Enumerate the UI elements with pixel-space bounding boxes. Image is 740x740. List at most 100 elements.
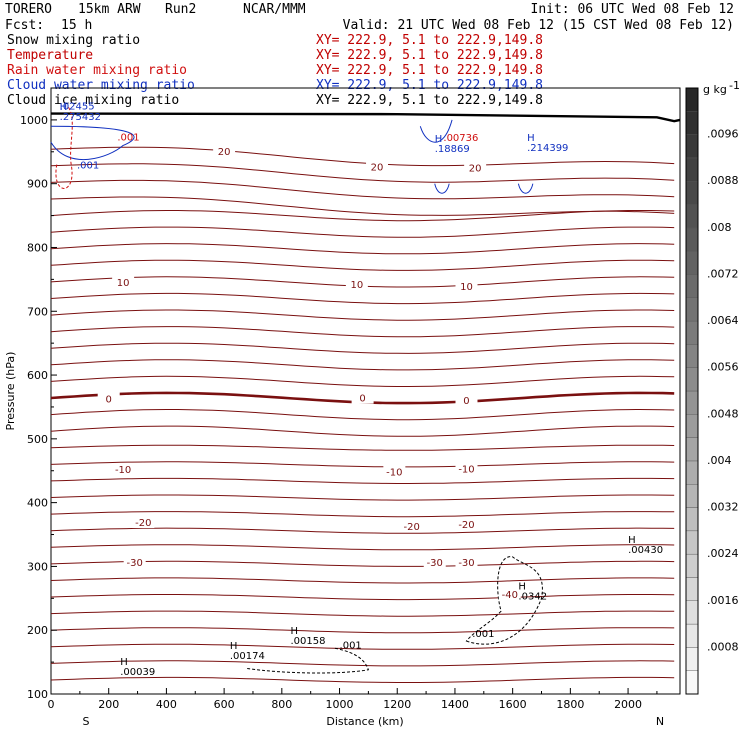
x-tick-label: 1000: [326, 698, 354, 711]
colorbar-bin: [685, 250, 699, 275]
isotherm-line: [50, 359, 675, 371]
y-tick-label: 200: [27, 624, 48, 637]
temperature-label-bg: [455, 280, 478, 293]
temperature-label: -20: [403, 522, 419, 533]
temperature-label-bg: [455, 517, 478, 530]
colorbar-bin: [685, 320, 699, 345]
isotherm-line: [50, 461, 675, 468]
y-tick-label: 500: [27, 433, 48, 446]
isotherm-line: [50, 560, 675, 567]
isotherm-line: [50, 342, 675, 354]
colorbar-bin: [685, 530, 699, 555]
isotherm-line: [50, 292, 675, 305]
y-tick-label: 700: [27, 305, 48, 318]
colorbar-bin: [685, 157, 699, 182]
cloud-water-contour: [517, 183, 534, 194]
temperature-label-bg: [97, 392, 120, 405]
temperature-label: 0: [106, 394, 112, 405]
isotherm-line: [50, 375, 675, 387]
y-axis-label: Pressure (hPa): [4, 352, 17, 431]
isotherm-line: [50, 210, 675, 222]
temperature-label: -20: [135, 518, 151, 529]
field-xy-snow: XY= 222.9, 5.1 to 222.9,149.8: [316, 33, 543, 48]
temperature-label-bg: [455, 462, 478, 475]
colorbar-bin: [685, 204, 699, 229]
extremum-value: .00174: [230, 651, 265, 662]
extremum-value: .275432: [60, 112, 101, 123]
temperature-label-bg: [383, 465, 406, 478]
isotherm-line: [50, 309, 675, 321]
colorbar-label: .0096: [707, 128, 739, 141]
extremum-value: .001: [77, 160, 99, 171]
colorbar-label: .0056: [707, 361, 739, 374]
temperature-label: -30: [427, 558, 443, 569]
colorbar-bin: [685, 670, 699, 695]
y-axis: 100 200 300 400 500 600 700 800 900 1000: [20, 114, 57, 701]
temperature-label: 10: [460, 282, 473, 293]
y-tick-label: 100: [27, 688, 48, 701]
colorbar-bin: [685, 414, 699, 438]
isotherm-line: [50, 477, 675, 484]
x-axis-label: Distance (km): [326, 715, 403, 728]
x-tick-label: 1600: [499, 698, 527, 711]
temperature-label-bg: [345, 278, 368, 291]
extremum-value: .00039: [120, 667, 155, 678]
temperature-label-bg: [464, 161, 487, 174]
temperature-labels: -30 -30 -30 -20 -20 -20 -10 -10 -10 -40 0 0 0 10 10 10 2…: [97, 144, 521, 601]
temperature-label-bg: [132, 516, 155, 529]
temperature-label: -20: [458, 520, 474, 531]
colorbar-units-exp: -1: [729, 79, 740, 92]
temperature-label: 20: [218, 147, 231, 158]
temperature-label-bg: [213, 144, 236, 157]
temperature-label-bg: [423, 556, 446, 569]
temperature-label-bg: [400, 519, 423, 532]
colorbar-bin: [685, 553, 699, 578]
extremum-value: .00736: [443, 133, 478, 144]
isotherm-line: [50, 425, 675, 437]
extremum-value: .214399: [527, 143, 568, 154]
extremum-marker: H: [120, 657, 128, 668]
colorbar-bin: [685, 227, 699, 252]
temperature-label-bg: [455, 556, 478, 569]
x-tick-label: 400: [156, 698, 177, 711]
temperature-label-bg: [112, 276, 135, 289]
extremum-marker: H: [60, 102, 68, 113]
x-tick-label: 1200: [383, 698, 411, 711]
colorbar-bin: [685, 111, 699, 135]
header-org: NCAR/MMM: [243, 2, 306, 17]
y-tick-label: 900: [27, 178, 48, 191]
extremum-marker: H: [628, 535, 636, 546]
extremum-marker: H: [435, 134, 443, 145]
colorbar-bin: [685, 274, 699, 298]
x-tick-label: 1400: [441, 698, 469, 711]
temperature-label: -10: [115, 465, 131, 476]
colorbar-bin: [685, 437, 699, 462]
field-name-temperature: Temperature: [7, 48, 93, 63]
temperature-label: 10: [117, 278, 130, 289]
x-tick-label: 800: [271, 698, 292, 711]
extremum-marker: H: [518, 582, 526, 593]
y-tick-label: 300: [27, 560, 48, 573]
endpoint-north: N: [656, 715, 664, 728]
colorbar-bin: [685, 507, 699, 532]
extremum-value: .001: [472, 629, 494, 640]
colorbar-bin: [685, 460, 699, 485]
colorbar-bin: [685, 484, 699, 508]
cloud-water-contour: [50, 125, 135, 160]
field-name-cloudice: Cloud ice mixing ratio: [7, 93, 179, 108]
rain-water-contour: [55, 106, 73, 189]
colorbar-bin: [685, 181, 699, 205]
extremum-marker: H: [230, 641, 238, 652]
colorbar-label: .0008: [707, 640, 739, 653]
colorbar-label: .0072: [707, 267, 739, 280]
isotherm-line: [50, 408, 675, 421]
colorbar-label: .0032: [707, 501, 739, 514]
isotherm-line: [50, 243, 675, 255]
colorbar-bin: [685, 647, 699, 671]
temperature-label-bg: [455, 394, 478, 407]
x-tick-label: 0: [48, 698, 55, 711]
isotherm-line: [50, 326, 675, 338]
isotherm-line: [50, 527, 675, 534]
colorbar-label: .0088: [707, 174, 739, 187]
